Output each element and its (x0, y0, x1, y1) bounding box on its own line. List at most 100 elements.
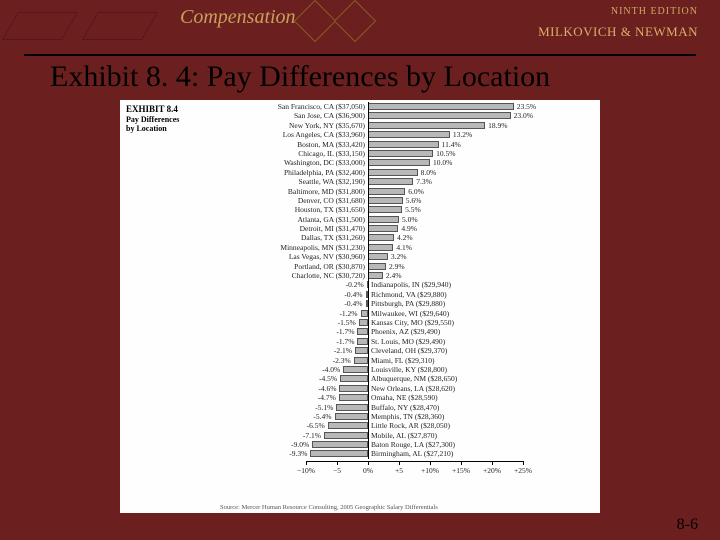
bar-row: Las Vegas, NV ($30,960)3.2% (120, 252, 600, 261)
pct-label: 10.0% (433, 158, 452, 167)
bar (357, 338, 368, 345)
pct-label: -4.5% (319, 374, 337, 383)
bar-row: Chicago, IL ($33,150) 10.5% (120, 149, 600, 158)
tick-mark (306, 461, 307, 465)
bar-row: San Francisco, CA ($37,050)23.5% (120, 102, 600, 111)
bar-row: Buffalo, NY ($28,470)-5.1% (120, 403, 600, 412)
bar (368, 122, 485, 129)
bar (368, 150, 433, 157)
bar-row: New York, NY ($35,670)18.9% (120, 121, 600, 130)
tick-mark (492, 461, 493, 465)
bar-row: Omaha, NE ($28,590)-4.7% (120, 393, 600, 402)
tick-label: +10% (421, 466, 439, 475)
bar (368, 225, 398, 232)
tick-label: −10% (297, 466, 315, 475)
pct-label: -1.2% (339, 309, 357, 318)
city-label: Kansas City, MO ($29,550) (371, 318, 454, 327)
pct-label: -2.3% (333, 356, 351, 365)
bar (368, 169, 418, 176)
city-label: Memphis, TN ($28,360) (371, 412, 444, 421)
bar (339, 394, 368, 401)
bar-row: Baltimore, MD ($31,800)6.0% (120, 187, 600, 196)
pct-label: -6.5% (307, 421, 325, 430)
city-label: Richmond, VA ($29,880) (371, 290, 447, 299)
pct-label: 10.5% (436, 149, 455, 158)
bar (368, 234, 394, 241)
city-label: Miami, FL ($29,310) (371, 356, 434, 365)
bar-row: Baton Rouge, LA ($27,300) -9.0% (120, 440, 600, 449)
pct-label: -7.1% (303, 431, 321, 440)
tick-mark (337, 461, 338, 465)
city-label: Minneapolis, MN ($31,230) (280, 243, 365, 252)
pct-label: -5.1% (315, 403, 333, 412)
bar (312, 441, 368, 448)
city-label: Washington, DC ($33,000) (284, 158, 365, 167)
bar (368, 141, 439, 148)
city-label: Mobile, AL ($27,870) (371, 431, 437, 440)
bar-row: Little Rock, AR ($28,050) -6.5% (120, 421, 600, 430)
pct-label: 23.0% (514, 111, 533, 120)
bar (368, 188, 405, 195)
zero-axis-line (368, 102, 369, 459)
city-label: Louisville, KY ($28,800) (371, 365, 447, 374)
ornament-diamond (2, 12, 78, 40)
bar (340, 375, 368, 382)
edition-label: NINTH EDITION (611, 6, 698, 17)
tick-mark (461, 461, 462, 465)
pct-label: 6.0% (408, 187, 424, 196)
bar-row: Los Angeles, CA ($33,960) 13.2% (120, 130, 600, 139)
bar-row: St. Louis, MO ($29,490) -1.7% (120, 337, 600, 346)
authors-label: MILKOVICH & NEWMAN (538, 24, 698, 40)
bar-row: Minneapolis, MN ($31,230) 4.1% (120, 243, 600, 252)
bar (355, 347, 368, 354)
bar-row: Dallas, TX ($31,260)4.2% (120, 233, 600, 242)
pct-label: -9.0% (291, 440, 309, 449)
bar-row: New Orleans, LA ($28,620)-4.6% (120, 384, 600, 393)
city-label: Cleveland, OH ($29,370) (371, 346, 447, 355)
city-label: Baton Rouge, LA ($27,300) (371, 440, 455, 449)
city-label: Atlanta, GA ($31,500) (298, 215, 366, 224)
bar-row: Pittsburgh, PA ($29,880)-0.4% (120, 299, 600, 308)
tick-label: +25% (514, 466, 532, 475)
bar-row: Albuquerque, NM ($28,650) -4.5% (120, 374, 600, 383)
city-label: Albuquerque, NM ($28,650) (371, 374, 457, 383)
pct-label: 4.1% (396, 243, 412, 252)
bar-row: Memphis, TN ($28,360) -5.4% (120, 412, 600, 421)
city-label: Little Rock, AR ($28,050) (371, 421, 450, 430)
bar-row: Boston, MA ($33,420) 11.4% (120, 140, 600, 149)
city-label: Boston, MA ($33,420) (297, 140, 365, 149)
city-label: New Orleans, LA ($28,620) (371, 384, 455, 393)
city-label: Detroit, MI ($31,470) (300, 224, 365, 233)
bar (357, 328, 368, 335)
bar-row: Detroit, MI ($31,470) 4.9% (120, 224, 600, 233)
pct-label: -1.7% (336, 337, 354, 346)
bar (368, 216, 399, 223)
pct-label: 11.4% (442, 140, 461, 149)
city-label: Chicago, IL ($33,150) (298, 149, 365, 158)
pct-label: 8.0% (421, 168, 437, 177)
pct-label: 2.4% (386, 271, 402, 280)
city-label: Seattle, WA ($32,190) (298, 177, 365, 186)
bar-row: San Jose, CA ($36,900)23.0% (120, 111, 600, 120)
city-label: Omaha, NE ($28,590) (371, 393, 438, 402)
bar (368, 253, 388, 260)
pct-label: -0.4% (344, 299, 362, 308)
city-label: Las Vegas, NV ($30,960) (289, 252, 365, 261)
bar-row: Kansas City, MO ($29,550)-1.5% (120, 318, 600, 327)
city-label: San Francisco, CA ($37,050) (278, 102, 365, 111)
bar-row: Charlotte, NC ($30,720)2.4% (120, 271, 600, 280)
bar-row: Louisville, KY ($28,800)-4.0% (120, 365, 600, 374)
city-label: St. Louis, MO ($29,490) (371, 337, 445, 346)
pct-label: -5.4% (313, 412, 331, 421)
bar (361, 310, 368, 317)
city-label: Los Angeles, CA ($33,960) (283, 130, 365, 139)
city-label: Phoenix, AZ ($29,490) (371, 327, 440, 336)
ornament-diamond (334, 0, 376, 42)
slide-header: Compensation NINTH EDITION MILKOVICH & N… (0, 0, 720, 54)
pct-label: 13.2% (453, 130, 472, 139)
bar-row: Philadelphia, PA ($32,400)8.0% (120, 168, 600, 177)
pct-label: 4.9% (401, 224, 417, 233)
bar-row: Portland, OR ($30,870)2.9% (120, 262, 600, 271)
pct-label: -0.2% (346, 280, 364, 289)
bar-row: Phoenix, AZ ($29,490)-1.7% (120, 327, 600, 336)
